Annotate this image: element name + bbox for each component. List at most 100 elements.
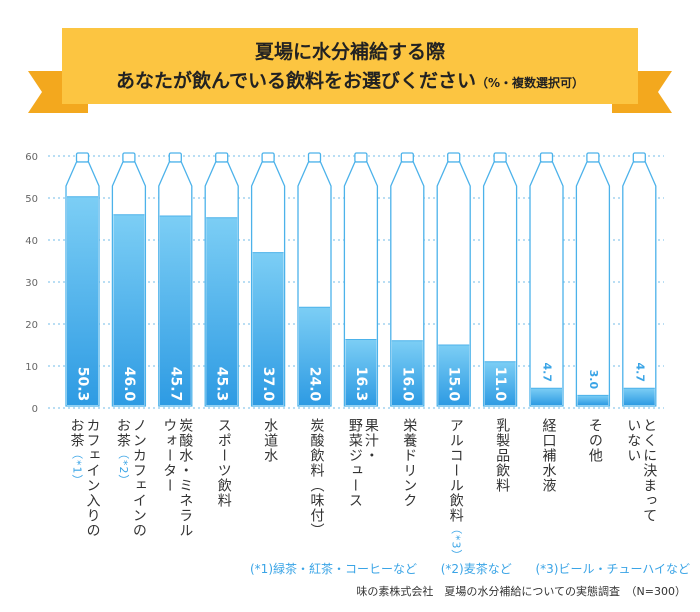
category-label-line: いない <box>625 418 642 463</box>
bottle-9: 15.0 <box>436 152 471 407</box>
bar <box>159 216 191 405</box>
category-label-11: 経口補水液 <box>541 418 557 493</box>
y-axis-ticks: 0 10 20 30 40 50 60 <box>25 152 38 415</box>
chart-title-line1: 夏場に水分補給する際 <box>255 40 446 63</box>
category-label-line: 炭酸水・ミネラル <box>177 418 194 538</box>
value-label: 46.0 <box>121 367 137 402</box>
y-tick-label: 30 <box>25 278 38 289</box>
bottle-1: 50.3 <box>65 152 100 407</box>
bottle-7: 16.3 <box>343 152 379 407</box>
bottle-cap <box>632 152 646 163</box>
value-label: 4.7 <box>541 363 554 383</box>
bar <box>577 395 609 405</box>
value-label: 45.7 <box>167 367 183 402</box>
category-label-1: カフェイン入りの お茶（*1） <box>69 418 101 538</box>
category-label-2: ノンカフェインの お茶（*2） <box>115 418 147 538</box>
bottle-cap <box>215 152 229 163</box>
category-label-line: 水道水 <box>262 418 279 463</box>
bottle-cap <box>122 152 136 163</box>
bottle-outline <box>482 161 518 407</box>
bottle-cap <box>168 152 182 163</box>
bar <box>252 252 284 405</box>
y-tick-label: 50 <box>25 194 38 205</box>
bottle-5: 37.0 <box>250 152 286 407</box>
bar <box>438 345 470 405</box>
bottle-6: 24.0 <box>297 152 332 407</box>
footnotes: (*1)緑茶・紅茶・コーヒーなど (*2)麦茶など (*3)ビール・チューハイな… <box>250 560 690 577</box>
category-footnote-ref: （*1） <box>70 448 84 487</box>
bottle-cap <box>447 152 461 163</box>
value-label: 16.0 <box>399 367 415 402</box>
source-note: 味の素株式会社 夏場の水分補給についての実態調査 （N=300） <box>356 585 686 598</box>
chart-title-line2-main: あなたが飲んでいる飲料をお選びください <box>116 69 476 92</box>
category-label-line: 果汁・ <box>362 418 379 463</box>
bottle-cap <box>539 152 554 163</box>
bottle-outline <box>529 161 564 407</box>
chart-title-line2-note: （%・複数選択可） <box>476 75 584 90</box>
bottle-3: 45.7 <box>158 152 193 407</box>
category-label-line: 野菜ジュース <box>346 418 363 508</box>
category-label-line: 乳製品飲料 <box>494 418 511 493</box>
title-banner: 夏場に水分補給する際 あなたが飲んでいる飲料をお選びください（%・複数選択可） <box>28 28 672 113</box>
y-tick-label: 20 <box>25 320 38 331</box>
bottle-cap <box>586 152 600 163</box>
bottle-8: 16.0 <box>390 152 425 407</box>
bar <box>299 307 330 405</box>
value-label: 16.3 <box>353 367 369 402</box>
bottle-outline <box>575 161 611 407</box>
bottle-cap <box>354 152 368 163</box>
category-label-line: スポーツ飲料 <box>215 418 232 508</box>
category-label-7: 果汁・ 野菜ジュース <box>347 418 379 508</box>
category-label-line: ノンカフェインの <box>130 418 147 538</box>
bar <box>67 196 98 405</box>
bottle-11: 4.7 <box>529 152 564 407</box>
category-label-line: その他 <box>586 418 603 463</box>
category-label-4: スポーツ飲料 <box>216 418 232 508</box>
category-footnote-ref: （*2） <box>116 448 130 487</box>
bottle-cap <box>400 152 414 163</box>
category-label-9: アルコール飲料（*3） <box>448 418 464 562</box>
category-label-10: 乳製品飲料 <box>494 418 510 493</box>
bar <box>623 388 655 405</box>
category-label-line: 経口補水液 <box>540 418 557 493</box>
bottle-13: 4.7 <box>622 152 657 407</box>
category-label-5: 水道水 <box>262 418 278 463</box>
bottle-cap <box>261 152 275 163</box>
value-label: 3.0 <box>587 370 600 390</box>
category-label-12: その他 <box>587 418 603 463</box>
bar <box>391 340 423 405</box>
category-label-line: アルコール飲料 <box>447 418 464 523</box>
footnote-3: (*3)ビール・チューハイなど <box>535 562 690 576</box>
category-footnote-ref: （*3） <box>449 523 463 562</box>
category-label-line: お茶 <box>114 418 131 448</box>
value-label: 50.3 <box>75 367 91 402</box>
value-label: 37.0 <box>260 367 276 402</box>
bottle-10: 11.0 <box>482 152 518 407</box>
y-tick-label: 60 <box>25 152 38 163</box>
category-label-line: 炭酸飲料（味付） <box>308 418 325 538</box>
bar <box>113 214 145 405</box>
category-label-13: とくに決まって いない <box>625 418 657 523</box>
bar <box>484 361 516 405</box>
bar <box>531 388 562 405</box>
bar <box>345 339 377 405</box>
category-label-line: とくに決まって <box>641 418 658 523</box>
value-label: 4.7 <box>633 363 646 383</box>
category-label-line: お茶 <box>68 418 85 448</box>
category-label-8: 栄養ドリンク <box>401 418 417 508</box>
bar <box>206 217 238 405</box>
value-label: 11.0 <box>492 367 508 402</box>
category-label-line: ウォーター <box>161 418 178 493</box>
bottle-12: 3.0 <box>575 152 611 407</box>
bottles: 50.3 46.0 45.7 45.3 37.0 24.0 16.3 16.0 15.0 11.0… <box>65 152 657 407</box>
footnote-1: (*1)緑茶・紅茶・コーヒーなど <box>250 562 417 576</box>
bottle-outline <box>622 161 657 407</box>
banner-body <box>62 28 638 104</box>
chart-title-line2: あなたが飲んでいる飲料をお選びください（%・複数選択可） <box>116 69 584 92</box>
category-label-line: カフェイン入りの <box>84 418 101 538</box>
category-label-line: 栄養ドリンク <box>401 418 418 508</box>
y-tick-label: 10 <box>25 362 38 373</box>
category-label-6: 炭酸飲料（味付） <box>309 418 325 538</box>
bottle-cap <box>75 152 90 163</box>
